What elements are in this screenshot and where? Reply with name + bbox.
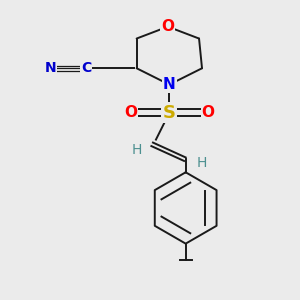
Text: O: O (202, 105, 214, 120)
Text: S: S (163, 104, 176, 122)
Text: N: N (163, 77, 176, 92)
Text: H: H (197, 156, 207, 170)
Text: C: C (81, 61, 91, 75)
Text: O: O (124, 105, 137, 120)
Text: O: O (161, 19, 174, 34)
Text: N: N (45, 61, 56, 75)
Text: H: H (131, 143, 142, 157)
